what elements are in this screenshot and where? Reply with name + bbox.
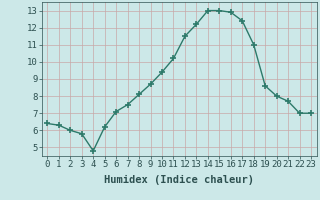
X-axis label: Humidex (Indice chaleur): Humidex (Indice chaleur)	[104, 175, 254, 185]
